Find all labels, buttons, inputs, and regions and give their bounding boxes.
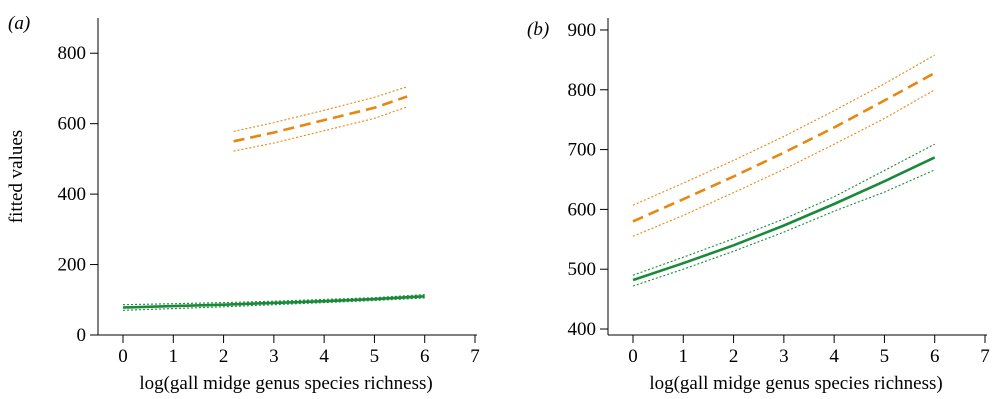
panel-b: 0 1 2 3 4 5 6 7 400 500 600 700 800 900 (b) log(gall mi… — [527, 18, 990, 394]
x-tick-label: 0 — [628, 346, 638, 367]
y-tick-label: 600 — [58, 114, 87, 135]
y-tick-label: 500 — [568, 259, 597, 280]
x-tick-label: 5 — [880, 346, 890, 367]
series-0-fitted-line — [233, 95, 408, 143]
x-tick-label: 5 — [370, 346, 380, 367]
series-0-ci-lower — [233, 106, 408, 152]
x-tick-label: 2 — [219, 346, 229, 367]
panel-label: (a) — [8, 13, 30, 34]
x-axis-title: log(gall midge genus species richness) — [649, 373, 942, 394]
series-0-ci-lower — [632, 89, 935, 237]
y-tick-label: 600 — [568, 199, 597, 220]
x-tick-label: 0 — [118, 346, 128, 367]
panel-a: 0 1 2 3 4 5 6 7 0 200 400 600 800 (a) log(gall midge g… — [6, 13, 480, 394]
y-tick-label: 800 — [58, 43, 87, 64]
x-tick-label: 1 — [679, 346, 689, 367]
y-tick-label: 800 — [568, 80, 597, 101]
series-1-ci-lower — [632, 169, 935, 287]
x-tick-label: 2 — [729, 346, 739, 367]
x-tick-label: 3 — [269, 346, 279, 367]
y-tick-label: 400 — [58, 184, 87, 205]
x-tick-label: 4 — [319, 346, 329, 367]
x-tick-label: 4 — [829, 346, 839, 367]
x-tick-label: 6 — [420, 346, 430, 367]
series-0-fitted-line — [632, 71, 936, 223]
y-tick-label: 200 — [58, 255, 87, 276]
panel-label: (b) — [527, 19, 549, 40]
x-tick-label: 3 — [779, 346, 789, 367]
y-tick-label: 700 — [568, 140, 597, 161]
x-tick-label: 7 — [470, 346, 480, 367]
series-1-fitted-line — [122, 295, 425, 309]
y-axis-title: fitted values — [6, 130, 27, 223]
y-tick-label: 400 — [568, 319, 597, 340]
x-tick-label: 6 — [930, 346, 940, 367]
y-tick-label: 0 — [77, 325, 87, 346]
series-1-ci-upper — [632, 143, 935, 276]
series-1-fitted-line — [632, 156, 936, 282]
series-0-ci-upper — [233, 86, 408, 132]
y-tick-label: 900 — [568, 20, 597, 41]
x-tick-label: 1 — [169, 346, 179, 367]
x-tick-label: 7 — [980, 346, 990, 367]
series-0-ci-upper — [632, 54, 935, 206]
x-axis-title: log(gall midge genus species richness) — [139, 373, 432, 394]
